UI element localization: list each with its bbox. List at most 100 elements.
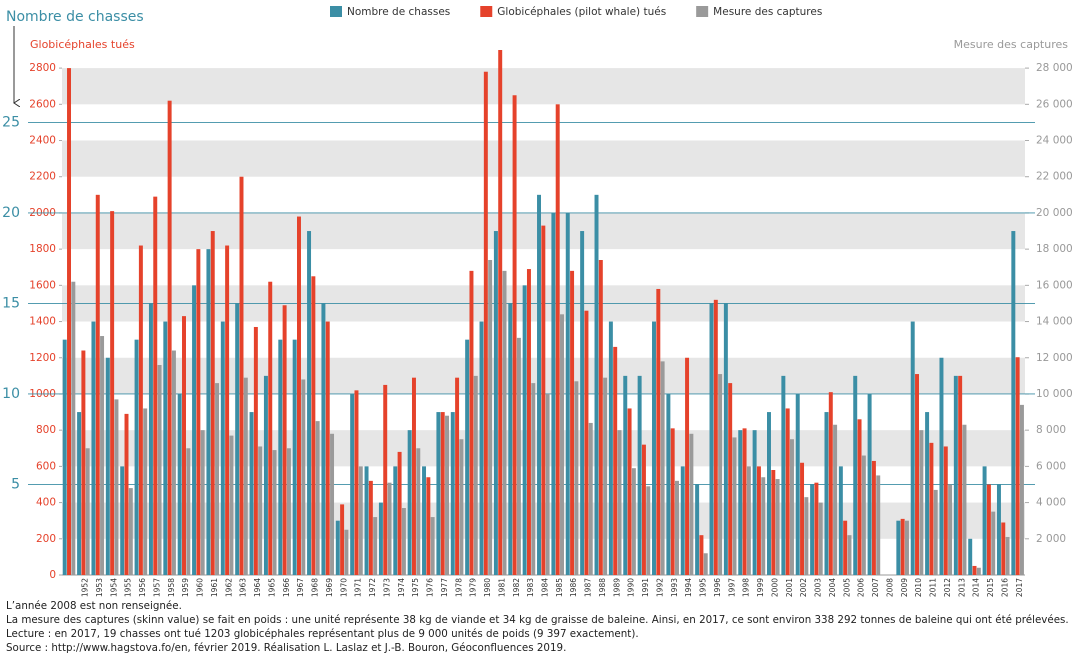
bar: [373, 517, 378, 575]
bar: [574, 381, 579, 575]
hunts-axis-title: Nombre de chasses: [6, 9, 144, 25]
x-tick-label: 1996: [713, 578, 722, 597]
y2-tick-label: 14 000: [1036, 316, 1073, 328]
bar: [286, 448, 291, 575]
bar: [508, 303, 513, 575]
bar: [570, 270, 575, 575]
bar: [512, 95, 517, 576]
bar: [976, 567, 981, 575]
x-tick-label: 1969: [325, 578, 334, 597]
x-tick-label: 1980: [483, 578, 492, 597]
x-tick-label: 1987: [584, 578, 593, 597]
x-tick-label: 1970: [339, 578, 348, 597]
bar: [436, 412, 441, 575]
bar: [71, 281, 76, 575]
bar: [397, 451, 402, 575]
bar: [781, 375, 786, 575]
bar: [613, 346, 618, 575]
x-tick-label: 1964: [253, 578, 262, 597]
bar: [695, 484, 700, 575]
bar: [637, 375, 642, 575]
x-tick-label: 1966: [282, 578, 291, 597]
bar: [411, 377, 416, 575]
bar: [617, 430, 622, 575]
bar: [824, 412, 829, 575]
x-tick-label: 2014: [972, 578, 981, 597]
bar: [982, 466, 987, 575]
bar: [996, 484, 1001, 575]
bar: [502, 270, 507, 575]
x-tick-label: 2011: [929, 578, 938, 597]
x-tick-label: 1971: [354, 578, 363, 597]
x-tick-label: 2005: [842, 578, 851, 597]
bar: [335, 520, 340, 575]
bar: [229, 435, 234, 575]
legend-swatch: [480, 6, 493, 17]
bar: [81, 350, 86, 575]
bar: [143, 408, 148, 575]
bar: [128, 488, 133, 575]
bar: [598, 260, 603, 575]
bar: [896, 520, 901, 575]
x-tick-label: 1984: [541, 578, 550, 597]
x-tick-label: 1998: [742, 578, 751, 597]
grid-band: [62, 140, 1025, 177]
x-tick-label: 1994: [684, 578, 693, 597]
bar: [915, 374, 920, 575]
x-tick-label: 1965: [267, 578, 276, 597]
x-tick-label: 1985: [555, 578, 564, 597]
bar: [378, 502, 383, 575]
bar: [114, 399, 119, 575]
x-tick-label: 2017: [1015, 578, 1024, 597]
bar: [455, 377, 460, 575]
bar: [933, 489, 938, 575]
x-tick-label: 1981: [497, 578, 506, 597]
right-axis-title: Mesure des captures: [954, 38, 1069, 51]
bar: [120, 466, 125, 575]
bar: [330, 433, 335, 575]
y3-tick-label: 15: [2, 295, 20, 311]
bar: [689, 433, 694, 575]
y-tick-label: 400: [36, 497, 56, 509]
bar: [991, 511, 996, 575]
x-tick-label: 1995: [699, 578, 708, 597]
bar: [680, 466, 685, 575]
y2-tick-label: 28 000: [1036, 62, 1073, 74]
bar: [972, 565, 977, 575]
x-tick-label: 1961: [210, 578, 219, 597]
x-tick-label: 1986: [569, 578, 578, 597]
bar: [723, 303, 728, 575]
y-tick-label: 0: [49, 569, 56, 581]
y3-tick-label: 10: [2, 386, 20, 402]
y-tick-label: 1400: [29, 316, 56, 328]
bar: [742, 428, 747, 575]
bar: [656, 288, 661, 575]
grid-band: [62, 68, 1025, 105]
bar: [699, 535, 704, 575]
bar: [810, 484, 815, 575]
bar: [148, 303, 153, 575]
x-tick-label: 1991: [641, 578, 650, 597]
bar: [713, 299, 718, 575]
x-tick-label: 2016: [1000, 578, 1009, 597]
y2-tick-label: 16 000: [1036, 279, 1073, 291]
x-tick-label: 1990: [627, 578, 636, 597]
y2-tick-label: 26 000: [1036, 98, 1073, 110]
bar: [210, 231, 215, 575]
x-tick-label: 1988: [598, 578, 607, 597]
footnote: Source : http://www.hagstova.fo/en, févr…: [6, 642, 566, 654]
bar: [627, 408, 632, 575]
bar: [393, 466, 398, 575]
x-tick-label: 1962: [224, 578, 233, 597]
bar: [220, 321, 225, 575]
bar: [685, 357, 690, 575]
bar: [196, 249, 201, 575]
bar: [167, 100, 172, 576]
bar: [843, 520, 848, 575]
bar: [746, 466, 751, 575]
bar: [459, 439, 464, 575]
bar: [948, 484, 953, 575]
y-tick-label: 600: [36, 460, 56, 472]
bar: [703, 553, 708, 575]
bar: [814, 482, 819, 575]
